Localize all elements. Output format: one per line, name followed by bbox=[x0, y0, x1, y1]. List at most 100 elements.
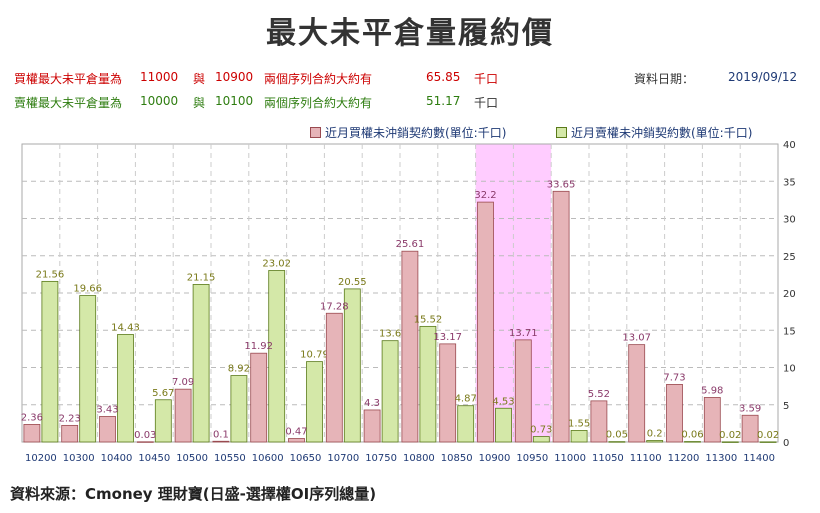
call-conj: 與 bbox=[193, 72, 206, 86]
put-value-label: 0.06 bbox=[681, 430, 703, 441]
put-value-label: 1.55 bbox=[568, 418, 590, 429]
call-max-label: 買權最大未平倉量為 bbox=[14, 72, 123, 86]
x-tick-label: 10500 bbox=[176, 453, 208, 464]
call-bar-10900 bbox=[477, 201, 494, 443]
y-tick-label: 0 bbox=[783, 438, 789, 449]
chart-title: 最大未平倉量履約價 bbox=[266, 16, 554, 51]
y-tick-label: 20 bbox=[783, 289, 796, 300]
put-bar-10900 bbox=[495, 407, 512, 443]
put-desc: 兩個序列合約大約有 bbox=[264, 96, 373, 110]
call-value-label: 33.65 bbox=[547, 179, 576, 190]
put-value-label: 4.53 bbox=[492, 396, 514, 407]
summary-panel: 買權最大未平倉量為 11000 與 10900 兩個序列合約大約有 65.85 … bbox=[0, 66, 820, 116]
put-bar-10600 bbox=[268, 270, 286, 443]
x-tick-label: 10800 bbox=[403, 453, 435, 464]
put-bar-11050 bbox=[608, 441, 626, 443]
put-bar-11400 bbox=[759, 441, 777, 443]
y-tick-label: 35 bbox=[783, 177, 796, 188]
y-tick-label: 30 bbox=[783, 215, 796, 226]
legend-put-label: 近月賣權未沖銷契約數(單位:千口) bbox=[571, 126, 753, 140]
put-amount: 51.17 bbox=[426, 94, 461, 108]
put-bar-10300 bbox=[79, 295, 97, 443]
call-bar-10750 bbox=[363, 409, 381, 443]
x-tick-label: 10450 bbox=[138, 453, 170, 464]
call-max-strike-1: 11000 bbox=[140, 70, 179, 84]
put-bar-10850 bbox=[457, 405, 475, 443]
call-bar-11400 bbox=[741, 414, 759, 443]
call-bar-11100 bbox=[628, 344, 646, 443]
call-unit: 千口 bbox=[474, 72, 499, 86]
call-value-label: 13.07 bbox=[622, 333, 651, 344]
date-value: 2019/09/12 bbox=[728, 70, 798, 84]
x-tick-label: 11000 bbox=[554, 453, 586, 464]
call-value-label: 4.3 bbox=[364, 398, 380, 409]
x-tick-label: 11400 bbox=[743, 453, 775, 464]
call-bar-10500 bbox=[174, 388, 192, 443]
legend-call-label: 近月買權未沖銷契約數(單位:千口) bbox=[325, 126, 507, 140]
put-bar-10650 bbox=[306, 361, 323, 443]
call-value-label: 32.2 bbox=[474, 190, 496, 201]
call-desc: 兩個序列合約大約有 bbox=[264, 72, 373, 86]
put-bar-11100 bbox=[646, 440, 664, 443]
x-tick-label: 10650 bbox=[290, 453, 322, 464]
put-bar-10450 bbox=[154, 399, 172, 443]
call-value-label: 13.17 bbox=[433, 332, 462, 343]
x-tick-label: 10700 bbox=[327, 453, 359, 464]
call-value-label: 25.61 bbox=[396, 239, 425, 250]
x-tick-label: 11100 bbox=[630, 453, 662, 464]
x-tick-label: 10950 bbox=[516, 453, 548, 464]
call-bar-11300 bbox=[703, 397, 721, 443]
call-value-label: 3.43 bbox=[96, 404, 118, 415]
call-bar-11200 bbox=[666, 384, 683, 443]
put-value-label: 10.79 bbox=[300, 350, 329, 361]
x-tick-label: 10900 bbox=[479, 453, 511, 464]
put-bar-10500 bbox=[192, 284, 210, 443]
put-max-strike-2: 10100 bbox=[215, 94, 254, 108]
call-bar-10700 bbox=[325, 312, 343, 443]
put-bar-10200 bbox=[41, 280, 59, 443]
legend-call-swatch bbox=[310, 127, 321, 138]
x-tick-label: 10200 bbox=[25, 453, 57, 464]
put-bar-10550 bbox=[230, 375, 248, 443]
y-tick-label: 25 bbox=[783, 252, 796, 263]
x-tick-label: 11300 bbox=[705, 453, 737, 464]
date-label: 資料日期： bbox=[634, 72, 695, 86]
call-bar-10950 bbox=[514, 339, 532, 443]
x-tick-label: 10300 bbox=[63, 453, 95, 464]
x-tick-label: 11050 bbox=[592, 453, 624, 464]
call-value-label: 2.23 bbox=[59, 413, 81, 424]
put-max-label: 賣權最大未平倉量為 bbox=[14, 96, 123, 110]
put-bar-10800 bbox=[419, 325, 437, 443]
call-value-label: 0.1 bbox=[213, 429, 229, 440]
put-bar-11000 bbox=[570, 430, 588, 443]
legend-call: 近月買權未沖銷契約數(單位:千口) bbox=[310, 124, 506, 141]
x-tick-label: 10400 bbox=[101, 453, 133, 464]
put-value-label: 13.6 bbox=[379, 329, 401, 340]
y-tick-label: 5 bbox=[783, 401, 789, 412]
y-tick-label: 10 bbox=[783, 364, 796, 375]
x-tick-label: 10750 bbox=[365, 453, 397, 464]
call-value-label: 17.28 bbox=[320, 301, 349, 312]
call-value-label: 7.73 bbox=[663, 372, 685, 383]
put-bar-11200 bbox=[684, 441, 701, 443]
call-amount: 65.85 bbox=[426, 70, 461, 84]
call-value-label: 5.98 bbox=[701, 385, 723, 396]
put-value-label: 5.67 bbox=[152, 388, 174, 399]
call-bar-10600 bbox=[250, 352, 268, 443]
put-bar-10950 bbox=[532, 436, 550, 443]
y-tick-label: 40 bbox=[783, 140, 796, 151]
call-value-label: 0.47 bbox=[285, 426, 307, 437]
call-value-label: 7.09 bbox=[172, 377, 194, 388]
call-value-label: 13.71 bbox=[509, 328, 538, 339]
put-value-label: 0.2 bbox=[647, 429, 663, 440]
put-bar-10700 bbox=[343, 288, 361, 443]
put-value-label: 15.52 bbox=[414, 314, 443, 325]
put-bar-10400 bbox=[117, 334, 134, 443]
call-bar-10450 bbox=[136, 441, 154, 443]
call-bar-10200 bbox=[23, 424, 41, 443]
put-max-strike-1: 10000 bbox=[140, 94, 179, 108]
call-value-label: 11.92 bbox=[244, 341, 273, 352]
legend-put: 近月賣權未沖銷契約數(單位:千口) bbox=[556, 124, 752, 141]
put-value-label: 0.73 bbox=[530, 425, 552, 436]
put-value-label: 21.15 bbox=[187, 272, 216, 283]
